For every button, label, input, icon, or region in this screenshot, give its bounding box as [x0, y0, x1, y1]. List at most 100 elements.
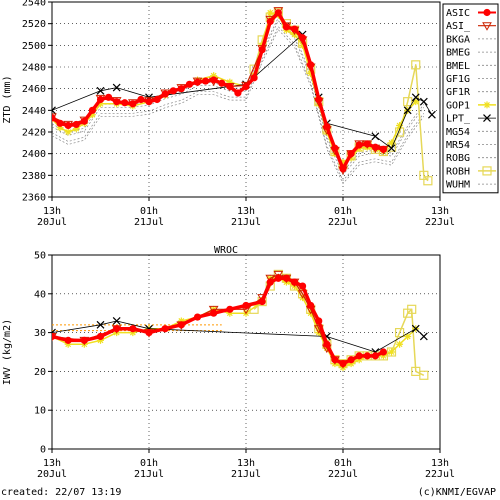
x-tick-label-date: 22Jul — [425, 217, 455, 228]
y-axis-label: ZTD (mm) — [2, 75, 13, 123]
data-point-asic — [363, 352, 371, 360]
data-point-gop1 — [97, 100, 104, 108]
data-point-gop1 — [226, 78, 234, 86]
data-point-asic — [72, 120, 80, 129]
legend-entry-asic: ASIC — [446, 8, 470, 19]
data-point-asic — [113, 98, 121, 106]
x-tick-label-date: 21Jul — [134, 217, 164, 228]
data-point-asic — [80, 336, 88, 344]
data-point-asic — [274, 274, 282, 282]
data-point-asic — [96, 332, 105, 341]
chart-legend: ASIC ASI_ BKGA BMEG BMEL GF1G GF1R GOP1 LPT_ MG54… — [442, 3, 499, 194]
x-tick-label-date: 21Jul — [134, 469, 164, 480]
data-point-robh — [411, 60, 421, 70]
data-point-asic — [104, 93, 113, 101]
data-point-asic — [315, 317, 323, 325]
x-tick-label-time: 01h — [334, 458, 352, 469]
data-point-asic — [161, 90, 169, 98]
data-point-gop1 — [355, 356, 363, 364]
data-point-asic — [121, 99, 129, 107]
data-point-asic — [315, 95, 323, 104]
data-point-asic — [323, 122, 331, 131]
data-point-asic — [52, 332, 56, 341]
data-point-asic — [371, 352, 379, 360]
x-tick-label-time: 01h — [140, 206, 158, 217]
data-point-lpt_ — [419, 97, 428, 106]
series-line-other — [52, 26, 425, 182]
data-point-gop1 — [307, 70, 315, 77]
data-point-robh — [403, 97, 413, 107]
y-tick-label: 0 — [40, 445, 46, 456]
data-point-asic — [331, 144, 339, 152]
data-point-asic — [258, 46, 266, 54]
data-point-asic — [145, 98, 153, 106]
data-point-asic — [56, 119, 64, 127]
legend-entry-mr54: MR54 — [446, 140, 470, 151]
y-tick-label: 10 — [34, 406, 46, 417]
created-timestamp: created: 22/07 13:19 — [1, 487, 122, 498]
x-tick-label-date: 20Jul — [37, 217, 67, 228]
y-tick-label: 2440 — [22, 106, 46, 117]
data-point-gop1 — [396, 340, 404, 348]
data-point-gop1 — [129, 329, 137, 337]
data-point-asic — [145, 329, 153, 337]
data-point-asic — [153, 95, 161, 104]
data-point-asic — [250, 74, 258, 82]
y-tick-label: 50 — [34, 251, 46, 262]
data-point-asic — [52, 114, 56, 122]
data-point-gop1 — [339, 158, 347, 166]
legend-entry-gf1r: GF1R — [446, 87, 471, 98]
data-point-asic — [129, 325, 137, 333]
data-point-asic — [355, 141, 363, 149]
data-point-gop1 — [88, 111, 96, 119]
data-point-gop1 — [379, 352, 387, 360]
data-point-asic — [226, 82, 234, 91]
x-tick-label-time: 13h — [43, 458, 61, 469]
credit-text: (c)KNMI/EGVAP — [417, 487, 496, 498]
series-group — [52, 269, 429, 380]
legend-entry-gf1g: GF1G — [446, 74, 470, 85]
data-point-asic — [339, 165, 347, 173]
data-point-lpt_ — [112, 83, 121, 92]
data-point-lpt_ — [403, 106, 412, 115]
series-group — [52, 7, 436, 186]
series-line-other — [52, 20, 425, 176]
data-point-asic — [339, 360, 347, 368]
data-point-asic — [379, 348, 388, 356]
data-point-asic — [218, 79, 226, 87]
data-point-asic — [355, 352, 363, 360]
y-tick-label: 2480 — [22, 63, 46, 74]
data-point-asic — [177, 85, 185, 93]
data-point-gop1 — [72, 125, 80, 133]
legend-entry-bmeg: BMEG — [446, 48, 470, 59]
chart-title: WROC — [214, 245, 238, 256]
y-tick-label: 2460 — [22, 84, 46, 95]
x-tick-label-date: 22Jul — [328, 469, 358, 480]
data-point-lpt_ — [411, 93, 420, 102]
data-point-asi_ — [265, 274, 276, 284]
data-point-gop1 — [226, 309, 234, 317]
y-tick-label: 2400 — [22, 149, 46, 160]
data-point-asic — [193, 313, 202, 321]
data-point-robh — [407, 304, 417, 314]
data-point-asic — [129, 100, 137, 108]
legend-entry-bmel: BMEL — [446, 61, 470, 72]
data-point-gop1 — [412, 98, 420, 106]
legend-entry-robh: ROBH — [446, 166, 470, 177]
data-point-asic — [258, 297, 266, 306]
legend-entry-mg54: MG54 — [446, 127, 470, 138]
data-point-lpt_ — [427, 110, 436, 119]
data-point-asic — [177, 321, 185, 329]
data-point-asic — [298, 282, 307, 290]
data-point-gop1 — [97, 336, 104, 344]
data-point-asic — [347, 356, 355, 364]
data-point-asic — [226, 305, 234, 313]
data-point-lpt_ — [371, 132, 380, 141]
data-point-gop1 — [323, 128, 331, 136]
y-tick-label: 2540 — [22, 0, 46, 9]
data-point-asic — [363, 140, 371, 148]
legend-marker-gop1 — [483, 101, 491, 109]
data-point-asic — [210, 76, 218, 84]
x-tick-label-time: 13h — [237, 458, 255, 469]
